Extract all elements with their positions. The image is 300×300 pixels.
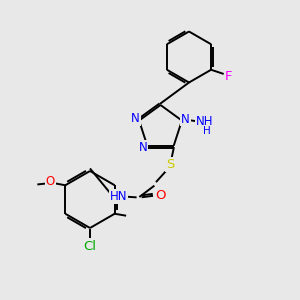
- Text: NH: NH: [196, 115, 213, 128]
- Text: H: H: [203, 126, 211, 136]
- Text: N: N: [131, 112, 140, 124]
- Text: N: N: [181, 112, 190, 125]
- Text: N: N: [138, 141, 147, 154]
- Text: F: F: [225, 70, 232, 83]
- Text: S: S: [167, 158, 175, 171]
- Text: HN: HN: [110, 190, 127, 202]
- Text: O: O: [156, 189, 166, 202]
- Text: Cl: Cl: [83, 239, 97, 253]
- Text: O: O: [46, 175, 55, 188]
